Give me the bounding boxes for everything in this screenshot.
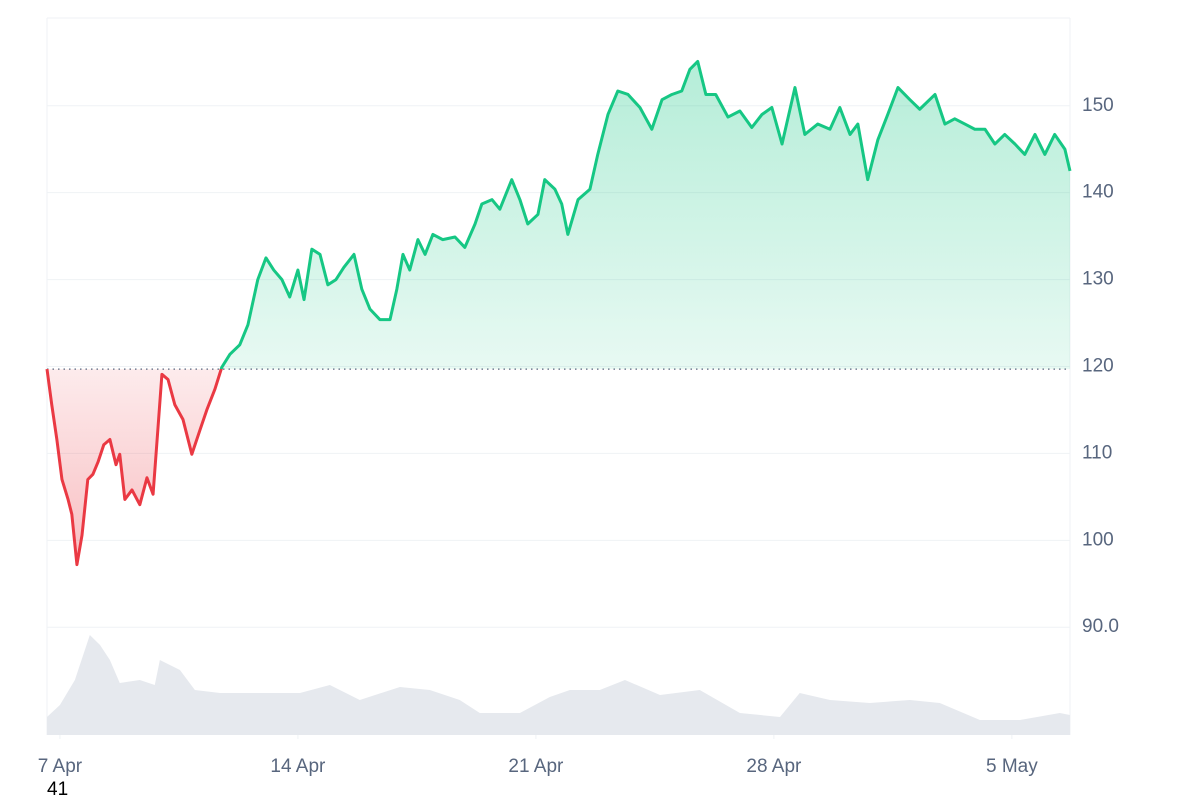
x-tick-label: 28 Apr [746, 756, 802, 777]
x-tick-label: 7 Apr [38, 756, 83, 777]
volume-area [47, 635, 1070, 735]
y-tick-label: 90.0 [1082, 616, 1119, 637]
x-tick-label: 14 Apr [270, 756, 326, 777]
price-line [45, 59, 1072, 567]
y-tick-label: 110 [1082, 442, 1112, 463]
y-tick-label: 140 [1082, 182, 1114, 203]
corner-label: 41 [47, 779, 68, 800]
y-tick-label: 120 [1082, 356, 1114, 377]
x-tick-label: 21 Apr [508, 756, 564, 777]
y-tick-label: 100 [1082, 529, 1114, 550]
price-area [47, 61, 1070, 565]
y-tick-label: 130 [1082, 269, 1114, 290]
y-tick-label: 150 [1082, 95, 1114, 116]
x-tick-label: 5 May [986, 756, 1038, 777]
